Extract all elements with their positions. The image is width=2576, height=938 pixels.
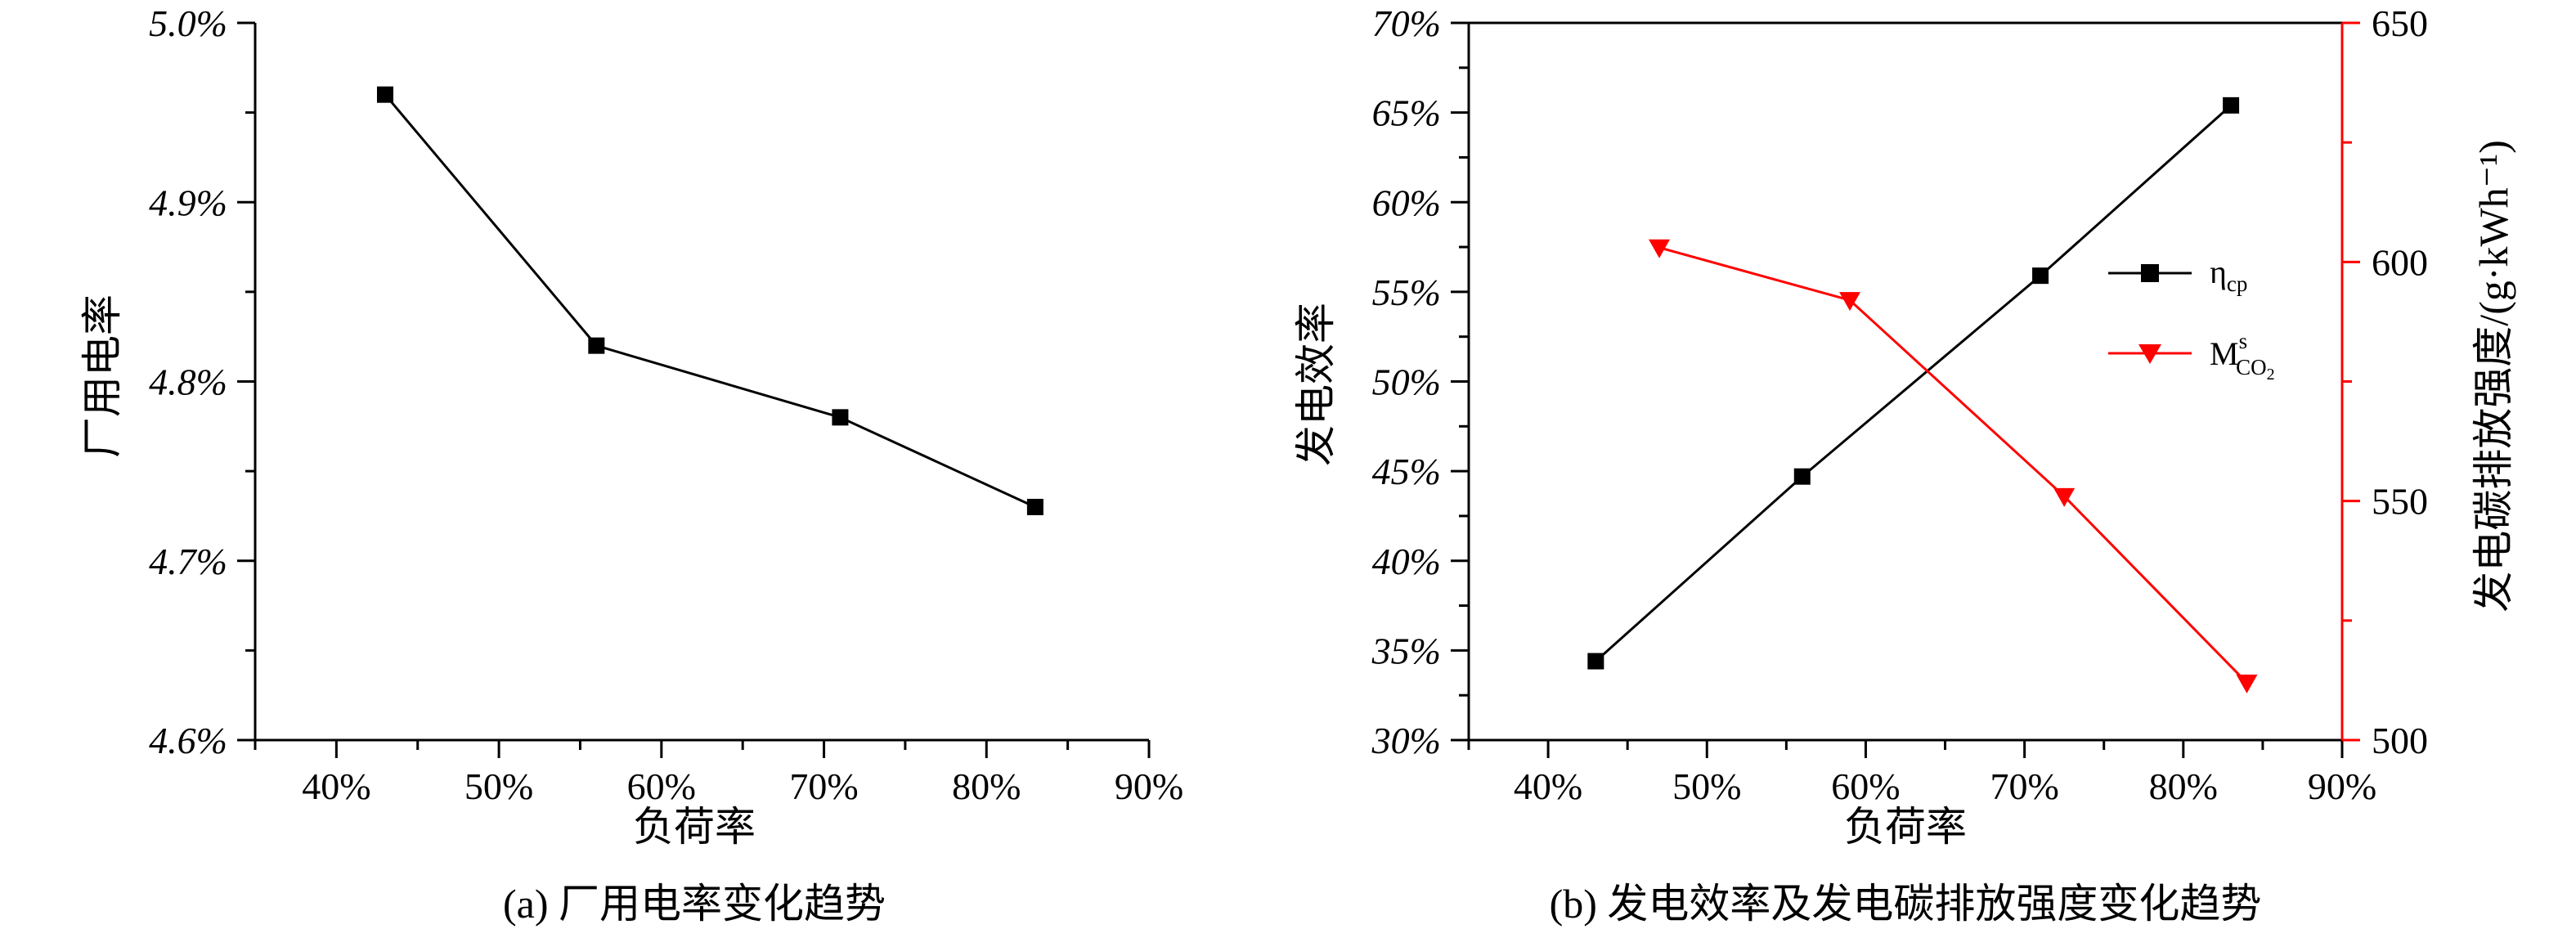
legend-emission-label-sub2: 2: [2267, 366, 2275, 384]
panel-b-发电效率: 40% 50% 60% 70% 80% 90% 30% 35% 40% 45% 50% 55% 60%…: [1293, 2, 2516, 927]
panel-b-x-tick-label: 90%: [2308, 765, 2376, 807]
panel-b-series-1-point: [2053, 487, 2076, 507]
legend-emission-label: Ms CO2: [2210, 329, 2275, 384]
panel-b-series-0-line: [1595, 104, 2233, 662]
panel-a-series-0-point: [588, 337, 605, 354]
panel-a-x-tick-label: 70%: [789, 765, 858, 807]
panel-a-y-tick-label: 5.0%: [149, 2, 227, 44]
panel-a-x-ticks: 40% 50% 60% 70% 80% 90%: [254, 740, 1183, 807]
panel-b-x-tick-label: 70%: [1990, 765, 2058, 807]
panel-a-y-axis-title: 厂用电率: [79, 294, 125, 458]
panel-b-x-tick-label: 40%: [1514, 765, 1582, 807]
panel-b-y-tick-label: 70%: [1372, 2, 1441, 44]
panel-b-series-0-point: [2223, 96, 2240, 114]
panel-a-series-0-point: [832, 409, 849, 426]
panel-a-y-tick-label: 4.8%: [149, 361, 227, 403]
panel-a-x-tick-label: 80%: [952, 765, 1021, 807]
legend-emission-label-sup: s: [2239, 329, 2248, 353]
panel-b-series-1-point: [1649, 239, 1671, 258]
panel-a-厂用电率: 40% 50% 60% 70% 80% 90% 4.6%4.7%4.8%4.9%5.0% …: [79, 2, 1183, 927]
panel-b-right-y-ticks: 500 550 600 650: [2342, 2, 2428, 761]
panel-a-x-tick-label: 50%: [464, 765, 533, 807]
legend-efficiency-label: ηcp: [2210, 254, 2247, 296]
legend-item-emission: Ms CO2: [2108, 329, 2275, 384]
panel-a-axes: [254, 23, 1149, 742]
panel-a-series-0-line: [384, 93, 1036, 509]
legend-emission-label-sub: CO: [2236, 355, 2267, 379]
panel-a-caption: (a) 厂用电率变化趋势: [503, 881, 886, 927]
legend-emission-label-main: M: [2210, 335, 2239, 372]
panel-b-x-axis-title: 负荷率: [1844, 804, 1967, 850]
panel-a-y-tick-label: 4.9%: [149, 182, 227, 223]
panel-b-y-tick-label: 55%: [1372, 272, 1441, 313]
panel-b-y-tick-label: 45%: [1372, 451, 1441, 492]
panel-a-y-ticks: 4.6% 4.7% 4.8% 4.9% 5.0%: [149, 2, 255, 761]
panel-b-series: [1587, 96, 2258, 693]
panel-b-y2-tick-label: 500: [2372, 720, 2428, 761]
panel-b-left-y-axis-title: 发电效率: [1293, 303, 1339, 466]
panel-b-series-1-point: [2236, 674, 2258, 693]
panel-a-x-tick-label: 90%: [1115, 765, 1183, 807]
panel-b-series-0-point: [1587, 653, 1604, 670]
panel-b-x-tick-label: 80%: [2149, 765, 2218, 807]
panel-b-caption: (b) 发电效率及发电碳排放强度变化趋势: [1550, 881, 2262, 927]
panel-b-series-1-point: [1839, 292, 1861, 312]
panel-b-y-tick-label: 65%: [1372, 92, 1441, 134]
panel-b-y-tick-label: 35%: [1371, 630, 1441, 671]
legend-item-efficiency: ηcp: [2108, 254, 2247, 296]
panel-a-series: [376, 86, 1043, 515]
legend-efficiency-label-sub: cp: [2227, 272, 2247, 296]
legend-efficiency-marker: [2141, 264, 2159, 282]
legend-emission-marker: [2138, 344, 2161, 364]
panel-a-x-tick-label: 40%: [302, 765, 370, 807]
panel-b-axes: [1467, 21, 2344, 742]
panel-b-left-y-ticks: 30% 35% 40% 45% 50% 55% 60% 65% 70%: [1371, 2, 1469, 761]
panel-b-x-tick-label: 50%: [1672, 765, 1741, 807]
panel-b-y-tick-label: 40%: [1372, 541, 1441, 582]
panel-a-x-axis-title: 负荷率: [633, 804, 756, 850]
panel-b-y2-tick-label: 600: [2372, 241, 2428, 283]
panel-b-y2-tick-label: 550: [2372, 481, 2428, 523]
panel-a-y-tick-label: 4.6%: [149, 720, 227, 761]
panel-a-y-tick-label: 4.7%: [149, 541, 227, 582]
panel-b-right-y-axis-title: 发电碳排放强度/(g·kWh⁻¹): [2471, 140, 2516, 612]
panel-b-y-tick-label: 50%: [1372, 361, 1441, 403]
panel-b-y2-tick-label: 650: [2372, 2, 2428, 44]
panel-b-legend: ηcp Ms CO2: [2108, 254, 2275, 384]
panel-a-x-tick-label: 60%: [627, 765, 696, 807]
panel-b-x-tick-label: 60%: [1831, 765, 1900, 807]
panel-b-series-0-point: [1793, 468, 1811, 485]
panel-b-series-1-line: [1658, 246, 2248, 684]
panel-b-series-0-point: [2032, 267, 2049, 285]
panel-b-y-tick-label: 30%: [1371, 720, 1441, 761]
panel-a-series-0-point: [1026, 498, 1043, 515]
panel-b-y-tick-label: 60%: [1372, 182, 1441, 223]
panel-a-series-0-point: [376, 86, 393, 103]
legend-efficiency-label-main: η: [2210, 254, 2227, 290]
panel-b-x-ticks: 40% 50% 60% 70% 80% 90%: [1467, 740, 2376, 807]
